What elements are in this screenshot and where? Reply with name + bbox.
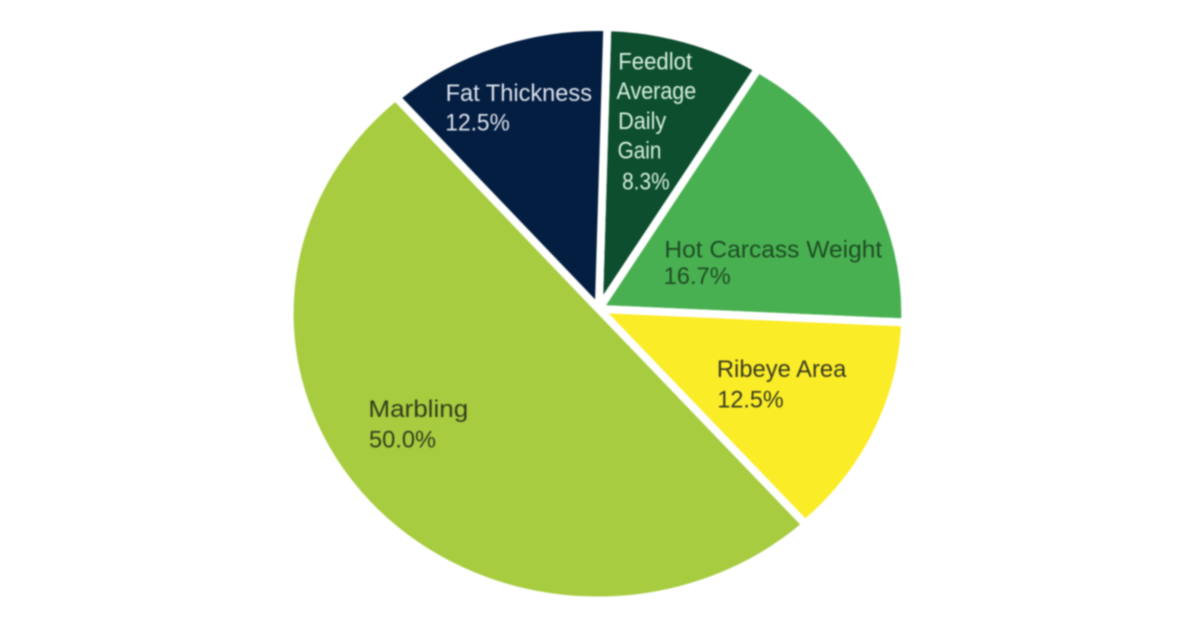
svg-text:Fat Thickness: Fat Thickness: [446, 80, 592, 107]
svg-text:Feedlot: Feedlot: [618, 48, 692, 75]
svg-text:Average: Average: [617, 78, 697, 105]
svg-text:50.0%: 50.0%: [369, 426, 436, 453]
svg-text:Gain: Gain: [618, 138, 662, 165]
svg-text:16.7%: 16.7%: [664, 263, 731, 290]
svg-text:12.5%: 12.5%: [717, 387, 783, 414]
svg-text:Ribeye Area: Ribeye Area: [717, 356, 847, 383]
svg-text:Marbling: Marbling: [368, 396, 468, 423]
svg-text:8.3%: 8.3%: [622, 169, 670, 196]
svg-text:Daily: Daily: [618, 108, 666, 135]
svg-text:12.5%: 12.5%: [445, 110, 510, 137]
svg-text:Hot Carcass Weight: Hot Carcass Weight: [664, 237, 882, 264]
